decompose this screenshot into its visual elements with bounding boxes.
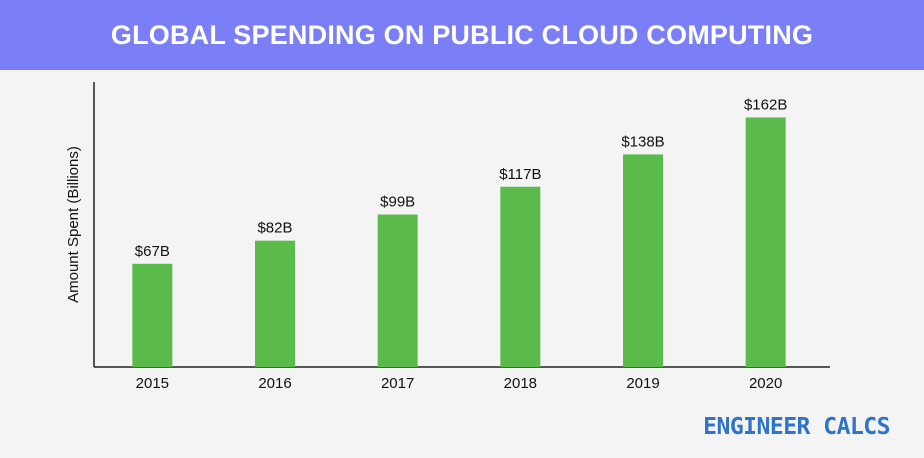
x-tick-label-2019: 2019 bbox=[626, 375, 659, 392]
brand-logo: ENGINEER CALCS bbox=[703, 414, 890, 440]
data-label-2020: $162B bbox=[744, 96, 787, 113]
bar-2018 bbox=[500, 186, 541, 367]
bar-2017 bbox=[377, 214, 418, 367]
title-banner: GLOBAL SPENDING ON PUBLIC CLOUD COMPUTIN… bbox=[0, 0, 924, 70]
bar-chart: Amount Spent (Billions) $67B 2015 $82B 2016 $… bbox=[65, 82, 830, 392]
bar-2016 bbox=[255, 240, 295, 367]
x-tick-label-2016: 2016 bbox=[258, 375, 291, 392]
data-label-2015: $67B bbox=[135, 243, 170, 260]
x-tick-label-2020: 2020 bbox=[749, 375, 782, 392]
data-label-2016: $82B bbox=[257, 220, 292, 237]
data-label-2018: $117B bbox=[499, 166, 541, 183]
x-tick-label-2015: 2015 bbox=[136, 375, 169, 392]
chart-title: GLOBAL SPENDING ON PUBLIC CLOUD COMPUTIN… bbox=[110, 19, 814, 50]
chart-area: Amount Spent (Billions) $67B 2015 $82B 2016 $… bbox=[0, 70, 924, 400]
bar-2020 bbox=[745, 117, 786, 367]
bar-2015 bbox=[132, 263, 173, 367]
y-axis-label: Amount Spent (Billions) bbox=[65, 146, 82, 303]
x-tick-label-2018: 2018 bbox=[504, 375, 537, 392]
data-label-2019: $138B bbox=[621, 133, 664, 150]
x-tick-label-2017: 2017 bbox=[381, 375, 414, 392]
bar-2019 bbox=[623, 154, 663, 367]
data-label-2017: $99B bbox=[380, 193, 415, 210]
